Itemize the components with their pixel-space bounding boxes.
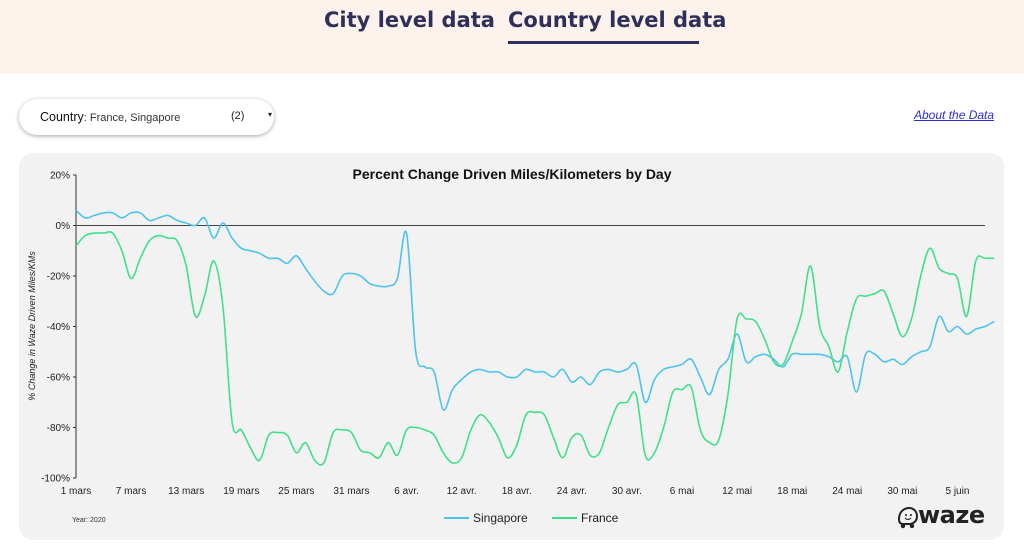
legend-label-singapore: Singapore [473, 511, 528, 525]
y-tick-label: 0% [56, 221, 71, 232]
x-tick-label: 18 mai [777, 486, 807, 497]
y-tick-label: -20% [47, 272, 70, 283]
filter-label-text: Country [40, 110, 84, 124]
filter-selected-values: : France, Singapore [83, 112, 181, 124]
about-the-data-link[interactable]: About the Data [914, 108, 995, 122]
legend-label-france: France [581, 511, 619, 525]
y-tick-label: -80% [47, 423, 70, 434]
x-tick-label: 19 mars [223, 486, 259, 497]
tab-city-level-data[interactable]: City level data [324, 8, 495, 32]
y-tick-label: -100% [41, 474, 70, 485]
header-bar: City level data Country level data [0, 0, 1024, 74]
x-axis: 1 mars 7 mars 13 mars 19 mars 25 mars 31 mars… [61, 486, 970, 497]
country-filter-dropdown[interactable]: Country: France, Singapore (2) ▾ [19, 99, 274, 135]
filter-selection-count: (2) [231, 110, 245, 122]
x-tick-label: 1 mars [61, 486, 92, 497]
x-tick-label: 6 mai [670, 486, 694, 497]
x-tick-label: 7 mars [116, 486, 147, 497]
tab-country-level-data[interactable]: Country level data [508, 8, 727, 32]
x-tick-label: 30 mai [887, 486, 917, 497]
x-tick-label: 25 mars [278, 486, 314, 497]
chart-panel [19, 153, 1004, 540]
x-tick-label: 6 avr. [394, 486, 418, 497]
series-line-france[interactable] [75, 230, 995, 466]
y-axis-label: % Change in Waze Driven Miles/KMs [27, 251, 37, 401]
y-axis: 20% 0% -20% -40% -60% -80% -100% [41, 171, 985, 485]
x-tick-label: 31 mars [333, 486, 369, 497]
chevron-down-icon[interactable]: ▾ [268, 110, 273, 119]
active-tab-underline [508, 41, 699, 44]
country-filter-label: Country: France, Singapore [40, 110, 180, 124]
x-tick-label: 12 avr. [447, 486, 477, 497]
series-line-singapore[interactable] [75, 209, 995, 411]
waze-logo-icon [897, 506, 919, 529]
chart-legend: Singapore France [444, 511, 619, 525]
year-label: Year: 2020 [72, 517, 106, 524]
x-tick-label: 13 mars [168, 486, 204, 497]
waze-logo-text: waze [918, 501, 985, 529]
x-tick-label: 30 avr. [612, 486, 642, 497]
series-lines [75, 209, 995, 466]
y-tick-label: -60% [47, 373, 70, 384]
x-tick-label: 18 avr. [502, 486, 532, 497]
chart-title: Percent Change Driven Miles/Kilometers b… [353, 166, 672, 182]
x-tick-label: 24 avr. [557, 486, 587, 497]
y-tick-label: -40% [47, 322, 70, 333]
y-tick-label: 20% [50, 171, 70, 182]
x-tick-label: 12 mai [722, 486, 752, 497]
x-tick-label: 24 mai [832, 486, 862, 497]
x-tick-label: 5 juin [946, 486, 970, 497]
